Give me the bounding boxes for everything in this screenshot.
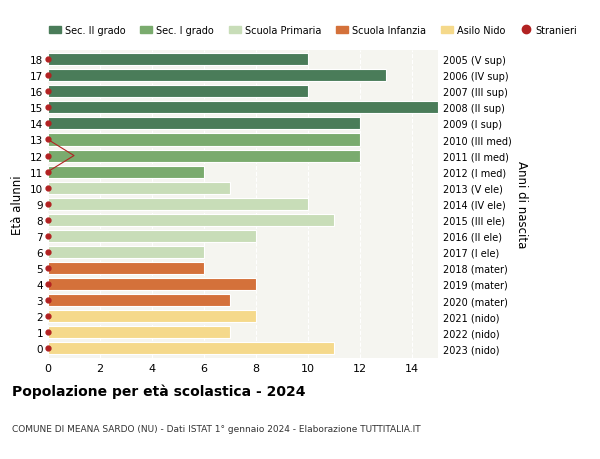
Bar bbox=[48, 342, 334, 354]
Bar bbox=[48, 198, 308, 210]
Text: COMUNE DI MEANA SARDO (NU) - Dati ISTAT 1° gennaio 2024 - Elaborazione TUTTITALI: COMUNE DI MEANA SARDO (NU) - Dati ISTAT … bbox=[12, 425, 421, 433]
Bar bbox=[48, 278, 256, 291]
Y-axis label: Età alunni: Età alunni bbox=[11, 174, 25, 234]
Bar bbox=[48, 134, 360, 146]
Bar bbox=[48, 310, 256, 322]
Bar bbox=[48, 294, 230, 306]
Bar bbox=[48, 118, 360, 130]
Bar bbox=[48, 246, 204, 258]
Text: Popolazione per età scolastica - 2024: Popolazione per età scolastica - 2024 bbox=[12, 383, 305, 398]
Bar bbox=[48, 214, 334, 226]
Bar bbox=[48, 70, 386, 82]
Bar bbox=[48, 54, 308, 66]
Bar bbox=[48, 262, 204, 274]
Bar bbox=[48, 86, 308, 98]
Legend: Sec. II grado, Sec. I grado, Scuola Primaria, Scuola Infanzia, Asilo Nido, Stran: Sec. II grado, Sec. I grado, Scuola Prim… bbox=[45, 22, 581, 39]
Bar bbox=[48, 182, 230, 194]
Bar bbox=[48, 102, 438, 114]
Bar bbox=[48, 326, 230, 338]
Bar bbox=[48, 166, 204, 178]
Bar bbox=[48, 230, 256, 242]
Bar bbox=[48, 150, 360, 162]
Y-axis label: Anni di nascita: Anni di nascita bbox=[515, 161, 528, 248]
